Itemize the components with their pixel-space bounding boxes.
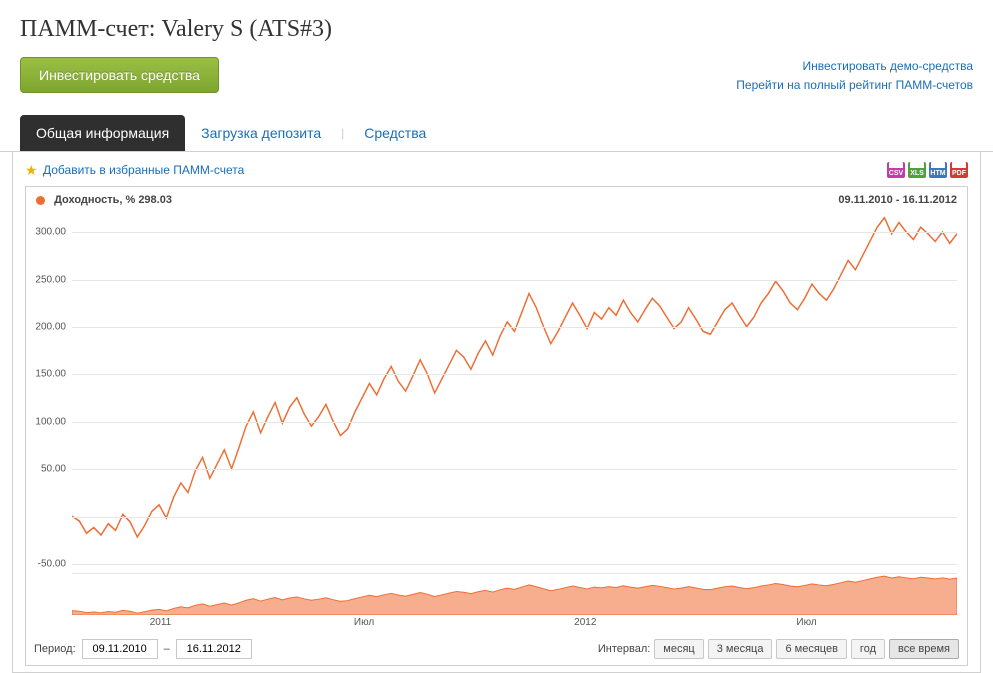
tab-funds[interactable]: Средства xyxy=(348,115,442,151)
interval-3months-button[interactable]: 3 месяца xyxy=(708,639,773,659)
y-axis-label: 50.00 xyxy=(41,464,66,475)
chart-footer: Период: – Интервал: месяц 3 месяца 6 мес… xyxy=(26,633,967,665)
chart-date-range: 09.11.2010 - 16.11.2012 xyxy=(838,194,957,206)
add-favorite-label: Добавить в избранные ПАММ-счета xyxy=(43,163,244,177)
interval-all-button[interactable]: все время xyxy=(889,639,959,659)
chart-plot-area: -50.0050.00100.00150.00200.00250.00300.0… xyxy=(72,213,957,573)
y-axis-label: 300.00 xyxy=(35,227,66,238)
legend-dot-icon xyxy=(36,196,45,205)
x-axis-label: Июл xyxy=(796,617,816,628)
panel-top-row: ★ Добавить в избранные ПАММ-счета CSV XL… xyxy=(25,162,968,178)
tab-general-info[interactable]: Общая информация xyxy=(20,115,185,151)
export-icons: CSV XLS HTM PDF xyxy=(887,162,968,178)
overview-area-chart xyxy=(72,574,957,615)
export-xls-icon[interactable]: XLS xyxy=(908,162,926,178)
star-icon: ★ xyxy=(25,163,39,177)
page-title: ПАММ-счет: Valery S (ATS#3) xyxy=(0,0,993,57)
interval-label: Интервал: xyxy=(598,643,650,655)
export-csv-icon[interactable]: CSV xyxy=(887,162,905,178)
invest-button[interactable]: Инвестировать средства xyxy=(20,57,219,93)
interval-year-button[interactable]: год xyxy=(851,639,885,659)
profitability-line-chart xyxy=(72,213,957,573)
chart-legend-label: Доходность, % 298.03 xyxy=(54,194,172,206)
chart-x-axis: 2011 Июл 2012 Июл xyxy=(72,615,957,633)
chart-overview-strip[interactable] xyxy=(72,573,957,615)
content-panel: ★ Добавить в избранные ПАММ-счета CSV XL… xyxy=(12,152,981,673)
y-axis-label: -50.00 xyxy=(38,558,66,569)
date-from-input[interactable] xyxy=(82,639,158,659)
y-axis-label: 200.00 xyxy=(35,322,66,333)
y-axis-label: 150.00 xyxy=(35,369,66,380)
y-axis-label: 250.00 xyxy=(35,274,66,285)
tabs: Общая информация Загрузка депозита | Сре… xyxy=(0,115,993,152)
period-group: Период: – xyxy=(34,639,252,659)
x-axis-label: Июл xyxy=(354,617,374,628)
date-to-input[interactable] xyxy=(176,639,252,659)
period-label: Период: xyxy=(34,643,76,655)
tab-separator: | xyxy=(337,126,348,140)
x-axis-label: 2012 xyxy=(574,617,596,628)
interval-6months-button[interactable]: 6 месяцев xyxy=(776,639,846,659)
y-axis-label: 100.00 xyxy=(35,416,66,427)
top-actions-row: Инвестировать средства Инвестировать дем… xyxy=(0,57,993,115)
add-favorite-link[interactable]: ★ Добавить в избранные ПАММ-счета xyxy=(25,163,244,177)
link-full-rating[interactable]: Перейти на полный рейтинг ПАММ-счетов xyxy=(736,78,973,92)
interval-month-button[interactable]: месяц xyxy=(654,639,703,659)
x-axis-label: 2011 xyxy=(150,617,172,628)
interval-group: Интервал: месяц 3 месяца 6 месяцев год в… xyxy=(598,639,959,659)
chart-header: Доходность, % 298.03 09.11.2010 - 16.11.… xyxy=(26,187,967,213)
export-pdf-icon[interactable]: PDF xyxy=(950,162,968,178)
side-links: Инвестировать демо-средства Перейти на п… xyxy=(736,57,973,95)
chart-container: Доходность, % 298.03 09.11.2010 - 16.11.… xyxy=(25,186,968,666)
chart-legend: Доходность, % 298.03 xyxy=(36,194,172,206)
date-separator: – xyxy=(164,643,170,655)
link-invest-demo[interactable]: Инвестировать демо-средства xyxy=(802,59,973,73)
export-htm-icon[interactable]: HTM xyxy=(929,162,947,178)
tab-deposit-load[interactable]: Загрузка депозита xyxy=(185,115,337,151)
